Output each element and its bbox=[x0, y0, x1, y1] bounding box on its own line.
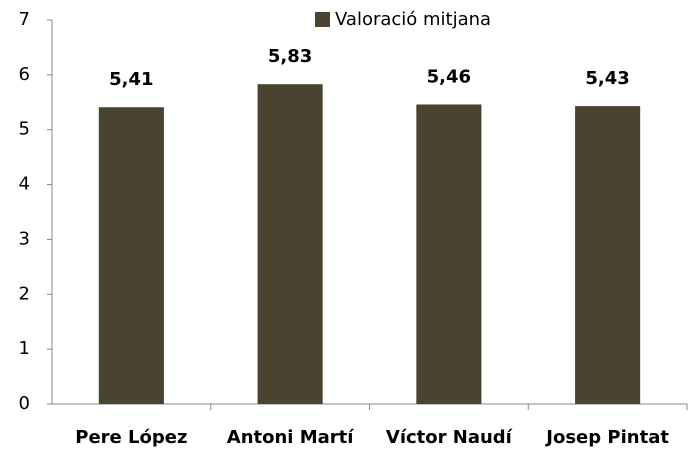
legend-swatch bbox=[315, 12, 330, 27]
bar bbox=[98, 107, 164, 405]
y-tick-label: 5 bbox=[19, 119, 30, 140]
y-tick-label: 1 bbox=[19, 338, 30, 359]
x-tick-label: Josep Pintat bbox=[544, 427, 669, 448]
x-tick-label: Pere López bbox=[75, 427, 187, 448]
value-label: 5,41 bbox=[109, 69, 153, 90]
x-tick-label: Víctor Naudí bbox=[386, 427, 513, 448]
value-label: 5,43 bbox=[585, 68, 629, 89]
legend-label: Valoració mitjana bbox=[335, 9, 491, 30]
bar bbox=[257, 84, 323, 404]
y-tick-label: 7 bbox=[19, 9, 30, 30]
value-label: 5,83 bbox=[268, 46, 312, 67]
value-label: 5,46 bbox=[427, 66, 471, 87]
bar bbox=[416, 104, 482, 404]
y-tick-label: 0 bbox=[19, 393, 30, 414]
y-tick-label: 4 bbox=[19, 174, 30, 195]
y-tick-label: 3 bbox=[19, 228, 30, 249]
y-tick-label: 2 bbox=[19, 283, 30, 304]
x-tick-label: Antoni Martí bbox=[227, 427, 355, 448]
y-tick-label: 6 bbox=[19, 64, 30, 85]
bar bbox=[575, 106, 641, 404]
